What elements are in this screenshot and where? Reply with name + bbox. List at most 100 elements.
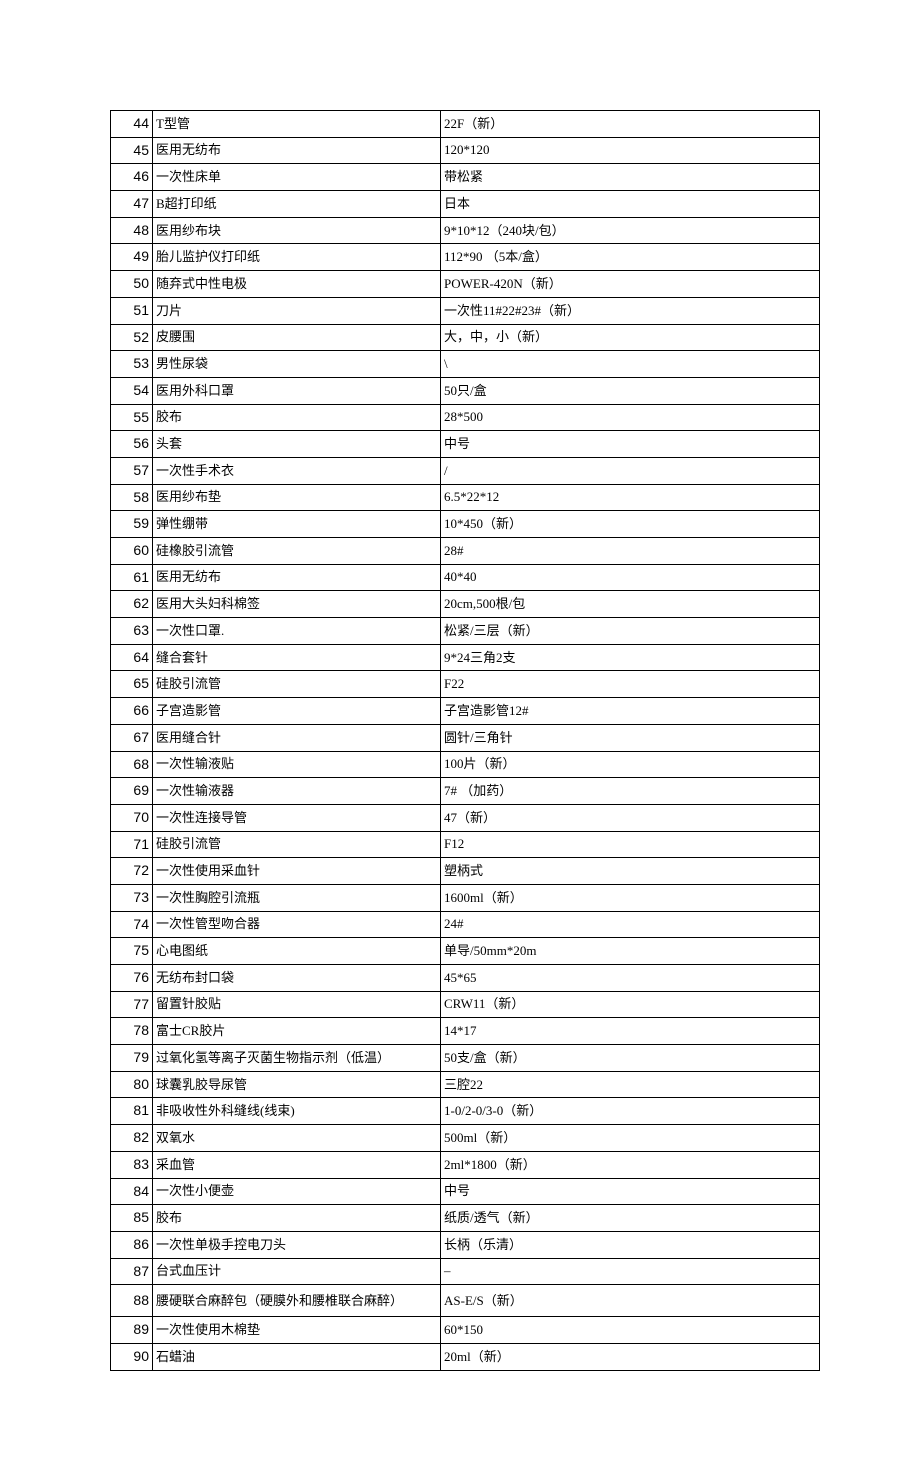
table-row: 55胶布28*500 [111, 404, 820, 431]
table-row: 49胎儿监护仪打印纸112*90 （5本/盒） [111, 244, 820, 271]
table-row: 52皮腰围大，中，小（新） [111, 324, 820, 351]
table-row: 70一次性连接导管47（新） [111, 804, 820, 831]
table-row: 59弹性绷带10*450（新） [111, 511, 820, 538]
item-spec: 112*90 （5本/盒） [441, 244, 820, 271]
item-name: 胶布 [153, 404, 441, 431]
table-row: 89一次性使用木棉垫60*150 [111, 1317, 820, 1344]
row-number: 54 [111, 377, 153, 404]
item-name: 胶布 [153, 1205, 441, 1232]
item-name: B超打印纸 [153, 191, 441, 218]
item-name: 非吸收性外科缝线(线束) [153, 1098, 441, 1125]
item-name: 一次性手术衣 [153, 457, 441, 484]
item-name: 富士CR胶片 [153, 1018, 441, 1045]
table-row: 90石蜡油20ml（新） [111, 1343, 820, 1370]
row-number: 49 [111, 244, 153, 271]
item-name: 胎儿监护仪打印纸 [153, 244, 441, 271]
item-spec: 三腔22 [441, 1071, 820, 1098]
row-number: 57 [111, 457, 153, 484]
item-name: 硅橡胶引流管 [153, 538, 441, 565]
table-row: 71硅胶引流管F12 [111, 831, 820, 858]
row-number: 85 [111, 1205, 153, 1232]
item-name: 一次性单极手控电刀头 [153, 1231, 441, 1258]
item-spec: 圆针/三角针 [441, 724, 820, 751]
item-spec: 22F（新） [441, 111, 820, 138]
row-number: 69 [111, 778, 153, 805]
item-name: T型管 [153, 111, 441, 138]
item-name: 一次性连接导管 [153, 804, 441, 831]
item-spec: 20cm,500根/包 [441, 591, 820, 618]
item-name: 硅胶引流管 [153, 831, 441, 858]
row-number: 82 [111, 1125, 153, 1152]
row-number: 48 [111, 217, 153, 244]
row-number: 55 [111, 404, 153, 431]
row-number: 72 [111, 858, 153, 885]
table-row: 58医用纱布垫6.5*22*12 [111, 484, 820, 511]
item-spec: 2ml*1800（新） [441, 1151, 820, 1178]
item-name: 一次性胸腔引流瓶 [153, 884, 441, 911]
item-name: 一次性输液器 [153, 778, 441, 805]
item-spec: 500ml（新） [441, 1125, 820, 1152]
row-number: 77 [111, 991, 153, 1018]
item-name: 一次性使用采血针 [153, 858, 441, 885]
item-name: 球囊乳胶导尿管 [153, 1071, 441, 1098]
item-spec: 28*500 [441, 404, 820, 431]
row-number: 87 [111, 1258, 153, 1285]
row-number: 53 [111, 351, 153, 378]
item-spec: 47（新） [441, 804, 820, 831]
table-row: 63一次性口罩.松紧/三层（新） [111, 618, 820, 645]
table-row: 45医用无纺布120*120 [111, 137, 820, 164]
item-spec: 7# （加药） [441, 778, 820, 805]
table-row: 65硅胶引流管F22 [111, 671, 820, 698]
item-name: 随弃式中性电极 [153, 271, 441, 298]
row-number: 50 [111, 271, 153, 298]
item-name: 医用无纺布 [153, 564, 441, 591]
item-name: 头套 [153, 431, 441, 458]
item-spec: 14*17 [441, 1018, 820, 1045]
row-number: 59 [111, 511, 153, 538]
item-name: 一次性管型吻合器 [153, 911, 441, 938]
item-spec: 一次性11#22#23#（新） [441, 297, 820, 324]
table-row: 80球囊乳胶导尿管三腔22 [111, 1071, 820, 1098]
table-row: 66子宫造影管子宫造影管12# [111, 698, 820, 725]
item-spec: F22 [441, 671, 820, 698]
item-spec: 9*10*12（240块/包） [441, 217, 820, 244]
item-name: 子宫造影管 [153, 698, 441, 725]
row-number: 74 [111, 911, 153, 938]
table-row: 68一次性输液贴100片（新） [111, 751, 820, 778]
item-spec: 60*150 [441, 1317, 820, 1344]
item-name: 缝合套针 [153, 644, 441, 671]
row-number: 58 [111, 484, 153, 511]
item-name: 一次性床单 [153, 164, 441, 191]
item-name: 石蜡油 [153, 1343, 441, 1370]
item-name: 男性尿袋 [153, 351, 441, 378]
item-name: 无纺布封口袋 [153, 965, 441, 992]
item-spec: 100片（新） [441, 751, 820, 778]
row-number: 90 [111, 1343, 153, 1370]
item-spec: 40*40 [441, 564, 820, 591]
item-spec: POWER-420N（新） [441, 271, 820, 298]
row-number: 81 [111, 1098, 153, 1125]
row-number: 76 [111, 965, 153, 992]
item-name: 一次性输液贴 [153, 751, 441, 778]
table-row: 60硅橡胶引流管28# [111, 538, 820, 565]
item-spec: 子宫造影管12# [441, 698, 820, 725]
row-number: 64 [111, 644, 153, 671]
table-row: 73一次性胸腔引流瓶1600ml（新） [111, 884, 820, 911]
table-row: 47B超打印纸日本 [111, 191, 820, 218]
item-spec: 6.5*22*12 [441, 484, 820, 511]
row-number: 84 [111, 1178, 153, 1205]
table-row: 81非吸收性外科缝线(线束)1-0/2-0/3-0（新） [111, 1098, 820, 1125]
table-row: 51刀片一次性11#22#23#（新） [111, 297, 820, 324]
item-name: 双氧水 [153, 1125, 441, 1152]
row-number: 62 [111, 591, 153, 618]
table-row: 67医用缝合针圆针/三角针 [111, 724, 820, 751]
row-number: 67 [111, 724, 153, 751]
table-row: 46一次性床单带松紧 [111, 164, 820, 191]
item-spec: 大，中，小（新） [441, 324, 820, 351]
row-number: 71 [111, 831, 153, 858]
row-number: 68 [111, 751, 153, 778]
item-spec: \ [441, 351, 820, 378]
table-row: 85胶布纸质/透气（新） [111, 1205, 820, 1232]
row-number: 60 [111, 538, 153, 565]
row-number: 63 [111, 618, 153, 645]
